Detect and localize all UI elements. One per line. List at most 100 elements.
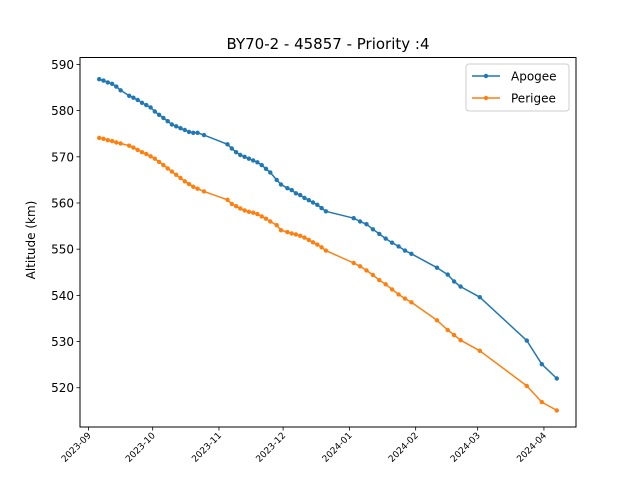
perigee-point: [409, 300, 414, 305]
perigee-point: [302, 235, 307, 240]
perigee-point: [389, 287, 395, 292]
apogee-point: [246, 156, 252, 161]
apogee-point: [298, 192, 303, 198]
perigee-point: [293, 232, 299, 237]
apogee-point: [242, 154, 247, 159]
apogee-point: [97, 77, 102, 82]
y-tick-label: 590: [51, 58, 74, 72]
perigee-point: [524, 383, 529, 389]
apogee-point: [156, 112, 162, 118]
perigee-point: [118, 141, 123, 146]
perigee-point: [357, 264, 363, 269]
apogee-point: [377, 231, 382, 237]
perigee-point: [109, 138, 115, 144]
apogee-point: [182, 127, 187, 133]
apogee-point: [268, 170, 273, 175]
perigee-point: [434, 318, 440, 323]
y-axis-label: Altitude (km): [24, 201, 38, 280]
perigee-point: [139, 150, 145, 155]
apogee-point: [109, 81, 115, 87]
perigee-point: [370, 272, 376, 278]
y-tick-label: 580: [51, 104, 74, 118]
apogee-point: [445, 272, 450, 277]
perigee-point: [186, 181, 192, 187]
perigee-point: [259, 214, 264, 219]
perigee-point: [278, 228, 284, 233]
perigee-point: [114, 140, 119, 145]
apogee-point: [105, 80, 111, 85]
perigee-point: [148, 154, 153, 159]
apogee-point: [434, 265, 440, 270]
perigee-point: [169, 169, 175, 174]
apogee-point: [451, 279, 457, 284]
apogee-point: [148, 105, 153, 110]
apogee-point: [319, 205, 324, 211]
apogee-point: [118, 88, 123, 93]
apogee-point: [255, 160, 260, 165]
apogee-point: [357, 219, 363, 224]
perigee-point: [152, 156, 157, 161]
legend-apogee-label: Apogee: [511, 70, 557, 84]
apogee-point: [458, 284, 463, 289]
series-layer: [97, 77, 559, 413]
perigee-point: [127, 143, 132, 148]
perigee-point: [131, 145, 136, 150]
apogee-point: [127, 93, 132, 99]
apogee-point: [409, 251, 414, 256]
perigee-point: [229, 201, 234, 207]
apogee-point: [315, 202, 320, 207]
apogee-point: [131, 95, 136, 100]
apogee-point: [402, 248, 408, 253]
perigee-point: [539, 399, 544, 405]
perigee-point: [377, 277, 382, 283]
apogee-point: [165, 119, 170, 124]
apogee-point: [323, 209, 329, 214]
apogee-point: [278, 182, 284, 187]
apogee-point: [238, 152, 243, 158]
axes-frame: [79, 57, 577, 428]
legend-apogee-marker: [483, 73, 489, 79]
y-tick-label: 560: [51, 196, 74, 210]
perigee-point: [178, 175, 183, 181]
apogee-point: [263, 166, 269, 171]
apogee-point: [186, 129, 192, 135]
perigee-point: [477, 348, 482, 353]
perigee-point: [161, 162, 166, 168]
apogee-point: [251, 158, 256, 163]
apogee-point: [259, 162, 264, 168]
perigee-point: [255, 211, 260, 217]
perigee-point: [242, 208, 247, 213]
apogee-point: [302, 195, 307, 201]
perigee-point: [135, 147, 140, 153]
apogee-point: [364, 222, 369, 227]
legend: Apogee Perigee: [465, 63, 570, 112]
perigee-point: [310, 240, 316, 245]
apogee-point: [114, 84, 119, 89]
y-tick-label: 520: [51, 381, 74, 395]
perigee-point: [165, 166, 170, 171]
apogee-point: [293, 191, 299, 196]
apogee-point: [396, 244, 401, 249]
apogee-point: [174, 124, 179, 129]
apogee-point: [370, 227, 376, 232]
apogee-point: [201, 132, 207, 138]
y-axis: 520 530 540 550 560 570 580 590: [51, 58, 80, 395]
perigee-point: [554, 408, 559, 413]
perigee-point: [195, 186, 200, 191]
apogee-point: [554, 376, 559, 381]
chart-title: BY70-2 - 45857 - Priority :4: [226, 35, 429, 53]
perigee-point: [364, 268, 369, 273]
y-tick-label: 550: [51, 243, 74, 257]
legend-perigee-label: Perigee: [511, 92, 556, 106]
apogee-point: [285, 186, 290, 191]
perigee-point: [182, 179, 187, 184]
apogee-point: [144, 102, 149, 108]
y-tick-label: 530: [51, 335, 74, 349]
apogee-point: [274, 177, 279, 183]
perigee-point: [315, 242, 320, 247]
perigee-point: [238, 206, 243, 211]
apogee-point: [178, 126, 183, 131]
apogee-point: [306, 198, 311, 203]
apogee-point: [389, 240, 395, 245]
perigee-point: [263, 216, 269, 221]
